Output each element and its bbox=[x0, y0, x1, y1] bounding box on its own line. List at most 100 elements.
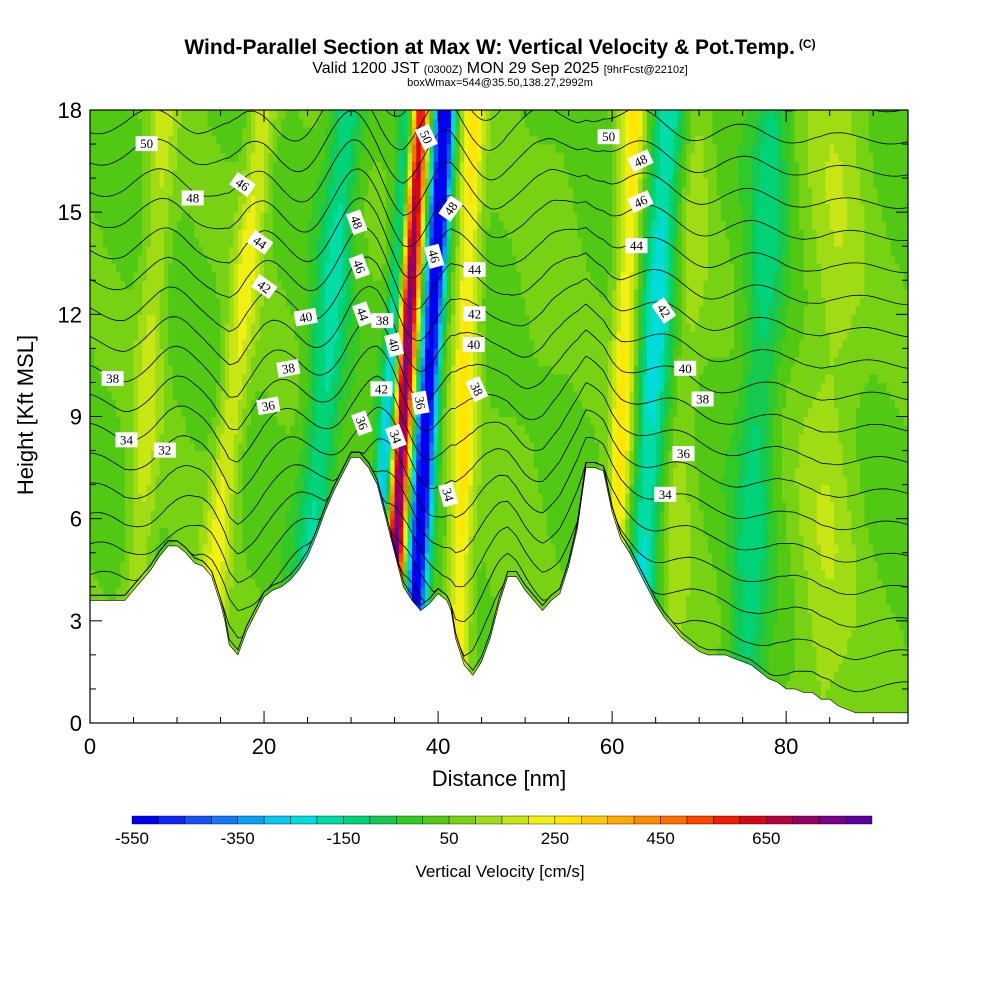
w-cell bbox=[242, 382, 248, 392]
w-cell bbox=[311, 271, 317, 281]
w-cell bbox=[268, 322, 274, 332]
w-cell bbox=[290, 212, 296, 222]
w-cell bbox=[203, 348, 209, 358]
w-cell bbox=[251, 212, 256, 222]
w-cell bbox=[298, 459, 304, 469]
w-cell bbox=[94, 169, 100, 179]
w-cell bbox=[98, 127, 104, 137]
w-cell bbox=[181, 493, 187, 503]
w-cell bbox=[181, 339, 187, 349]
w-cell bbox=[224, 263, 230, 273]
w-cell bbox=[185, 484, 191, 494]
w-cell bbox=[346, 271, 352, 281]
w-cell bbox=[333, 382, 339, 392]
w-cell bbox=[185, 510, 191, 520]
w-cell bbox=[307, 186, 313, 196]
w-cell bbox=[377, 399, 383, 409]
w-cell bbox=[203, 339, 209, 349]
w-cell bbox=[272, 297, 278, 307]
w-cell bbox=[381, 127, 387, 137]
w-cell bbox=[303, 493, 309, 503]
w-cell bbox=[103, 391, 109, 401]
w-cell bbox=[311, 476, 317, 486]
w-cell bbox=[294, 263, 300, 273]
w-cell bbox=[359, 399, 365, 409]
w-cell bbox=[385, 229, 391, 239]
w-cell bbox=[216, 493, 222, 503]
w-cell bbox=[172, 127, 178, 137]
w-cell bbox=[116, 305, 122, 315]
w-cell bbox=[190, 382, 196, 392]
w-cell bbox=[103, 314, 109, 324]
w-cell bbox=[277, 212, 283, 222]
w-cell bbox=[216, 152, 222, 162]
w-cell bbox=[272, 391, 278, 401]
w-cell bbox=[242, 527, 248, 537]
w-cell bbox=[381, 356, 387, 366]
w-cell bbox=[103, 467, 109, 477]
w-cell bbox=[272, 348, 278, 358]
w-cell bbox=[229, 382, 235, 392]
w-cell bbox=[177, 535, 182, 545]
w-cell bbox=[172, 382, 178, 392]
w-cell bbox=[259, 425, 265, 435]
w-cell bbox=[307, 195, 313, 205]
w-cell bbox=[142, 527, 148, 537]
w-cell bbox=[207, 459, 213, 469]
w-cell bbox=[198, 339, 204, 349]
w-cell bbox=[251, 297, 256, 307]
w-cell bbox=[111, 229, 117, 239]
w-cell bbox=[137, 348, 143, 358]
w-cell bbox=[216, 144, 222, 154]
w-cell bbox=[251, 271, 256, 281]
w-cell bbox=[172, 391, 178, 401]
w-cell bbox=[272, 493, 278, 503]
w-cell bbox=[294, 297, 300, 307]
w-cell bbox=[351, 110, 357, 120]
w-cell bbox=[281, 442, 287, 452]
w-cell bbox=[220, 263, 226, 273]
w-cell bbox=[251, 169, 256, 179]
w-cell bbox=[116, 484, 122, 494]
w-cell bbox=[351, 127, 357, 137]
w-cell bbox=[98, 305, 104, 315]
w-cell bbox=[359, 288, 365, 298]
w-cell bbox=[329, 110, 335, 120]
w-cell bbox=[146, 220, 152, 230]
w-cell bbox=[120, 203, 126, 213]
w-cell bbox=[103, 203, 109, 213]
w-cell bbox=[203, 322, 209, 332]
w-cell bbox=[111, 493, 117, 503]
w-cell bbox=[168, 527, 174, 537]
w-cell bbox=[172, 144, 178, 154]
w-cell bbox=[281, 382, 287, 392]
w-cell bbox=[307, 118, 313, 128]
w-cell bbox=[111, 535, 117, 545]
w-cell bbox=[194, 203, 200, 213]
w-cell bbox=[90, 476, 95, 486]
w-cell bbox=[364, 391, 370, 401]
w-cell bbox=[255, 578, 261, 588]
w-cell bbox=[107, 288, 113, 298]
w-cell bbox=[229, 535, 235, 545]
w-cell bbox=[90, 552, 95, 562]
w-cell bbox=[329, 127, 335, 137]
w-cell bbox=[385, 416, 391, 426]
w-cell bbox=[111, 178, 117, 188]
w-cell bbox=[346, 365, 352, 375]
w-cell bbox=[246, 501, 252, 511]
w-cell bbox=[90, 408, 95, 418]
w-cell bbox=[307, 297, 313, 307]
w-cell bbox=[237, 459, 243, 469]
w-cell bbox=[290, 399, 296, 409]
w-cell bbox=[290, 220, 296, 230]
w-cell bbox=[237, 408, 243, 418]
w-cell bbox=[229, 433, 235, 443]
w-cell bbox=[381, 169, 387, 179]
w-cell bbox=[120, 254, 126, 264]
w-cell bbox=[98, 110, 104, 120]
w-cell bbox=[94, 365, 100, 375]
w-cell bbox=[137, 178, 143, 188]
w-cell bbox=[285, 416, 291, 426]
w-cell bbox=[203, 527, 209, 537]
